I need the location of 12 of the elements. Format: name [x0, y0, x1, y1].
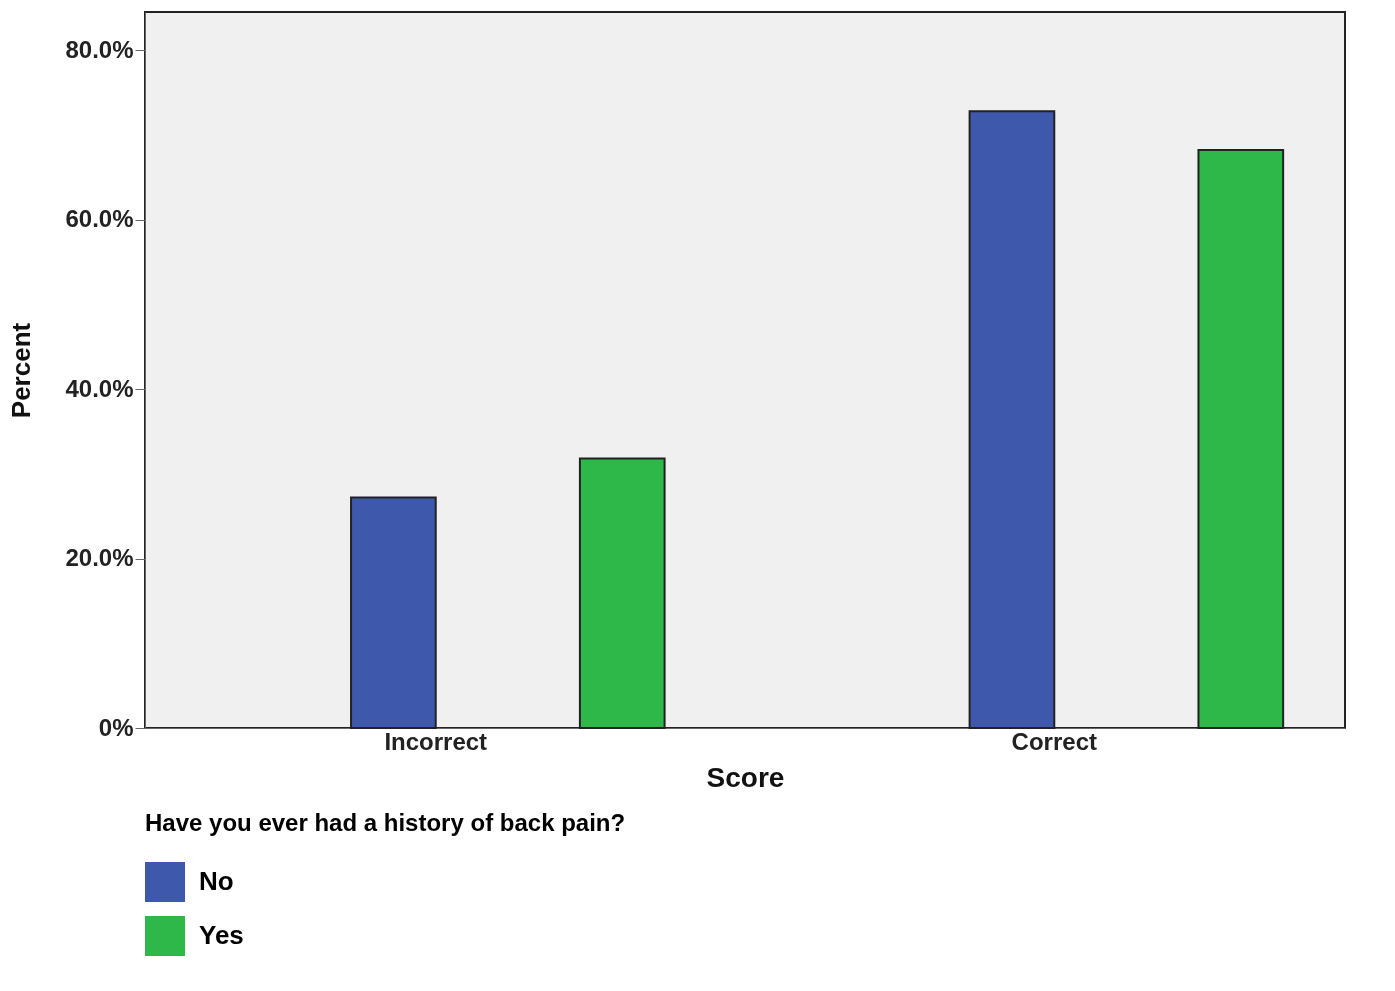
legend-title: Have you ever had a history of back pain? [145, 809, 626, 836]
y-tick-label: 60.0% [65, 205, 134, 233]
x-tick-label: Correct [1011, 727, 1097, 755]
y-tick-label: 40.0% [65, 374, 134, 402]
y-tick-label: 80.0% [65, 35, 134, 63]
y-axis-title: Percent [6, 322, 37, 419]
x-tick-label: Incorrect [384, 727, 488, 755]
y-tick-label: 0% [98, 713, 134, 741]
y-tick-label: 20.0% [65, 544, 134, 572]
legend-label: Yes [199, 920, 244, 950]
legend-label: No [199, 866, 234, 896]
x-axis-title: Score [706, 761, 785, 793]
